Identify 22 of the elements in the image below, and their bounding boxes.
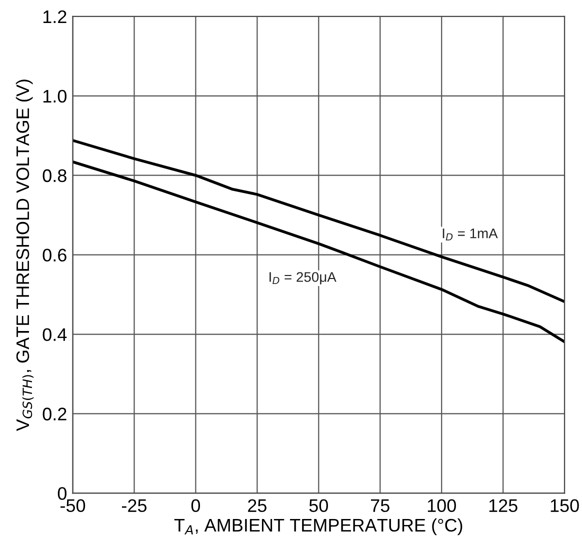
- y-tick-label: 0.2: [42, 408, 66, 420]
- x-tick-label: -50: [60, 499, 86, 512]
- line-series: [72, 160, 565, 344]
- x-tick-label: 50: [309, 499, 328, 512]
- x-axis-title: T$_{A}$, AMBIENT TEMPERATURE (°C): [174, 518, 462, 536]
- series-label: I$_{D}$ = 1mA: [442, 228, 498, 240]
- series-label: I$_{D}$ = 250μA: [270, 272, 336, 284]
- x-tick-label: -25: [122, 499, 147, 512]
- y-tick-label: 0.4: [42, 328, 67, 341]
- line-series: [72, 139, 565, 304]
- x-tick-label: 125: [489, 499, 518, 512]
- y-tick-label: 0.6: [42, 248, 66, 262]
- x-tick-label: 0: [191, 499, 200, 512]
- y-tick-label: 1.0: [43, 90, 66, 103]
- x-tick-label: 75: [371, 499, 390, 512]
- x-tick-label: 150: [550, 499, 579, 512]
- x-tick-label: 25: [248, 499, 266, 512]
- y-axis-title: V$_{GS(TH)}$, GATE THRESHOLD VOLTAGE (V): [16, 80, 34, 432]
- y-tick-label: 0.8: [42, 169, 66, 182]
- y-tick-label: 1.2: [43, 10, 66, 23]
- y-tick-label: 0: [58, 487, 66, 500]
- x-tick-label: 100: [428, 499, 456, 512]
